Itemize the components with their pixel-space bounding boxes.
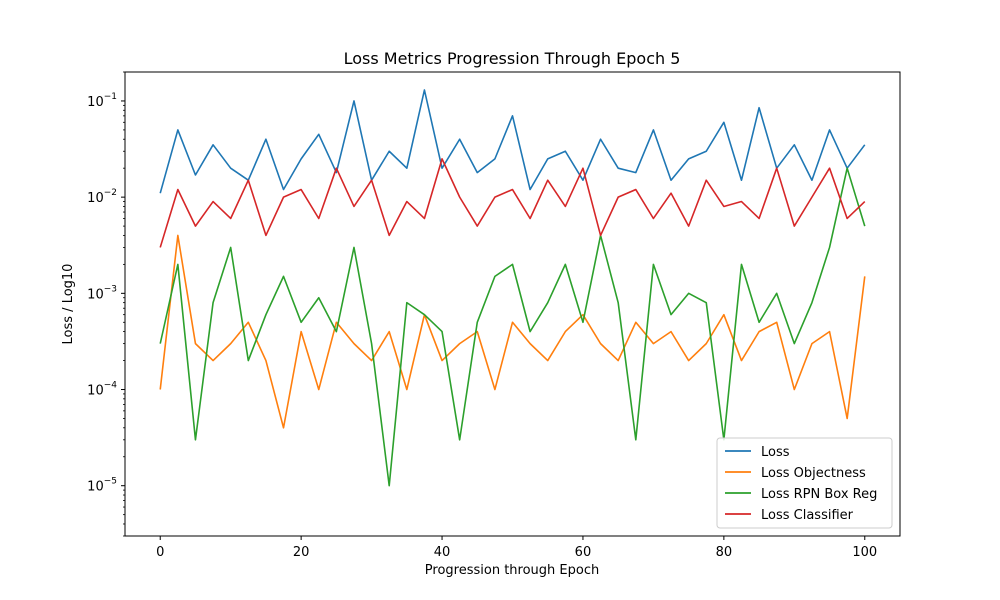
legend-label-0: Loss (761, 445, 790, 460)
y-axis-label: Loss / Log10 (61, 264, 76, 345)
legend: Loss Loss Objectness Loss RPN Box Reg Loss … (716, 437, 893, 529)
y-tick-label: 10−4 (87, 381, 117, 399)
x-tick-label: 20 (293, 545, 310, 560)
chart-title: Loss Metrics Progression Through Epoch 5 (344, 49, 681, 68)
x-tick-label: 0 (156, 545, 164, 560)
x-tick-label: 80 (716, 545, 733, 560)
series-line-0 (159, 89, 866, 194)
x-tick-label: 60 (575, 545, 592, 560)
x-tick-label: 40 (434, 545, 451, 560)
legend-label-3: Loss Classifier (761, 508, 854, 523)
y-tick-label: 10−5 (87, 477, 117, 495)
y-axis: 10−5 10−4 10−3 10−2 10−1 (87, 71, 125, 537)
x-axis-label: Progression through Epoch (425, 563, 599, 578)
y-tick-label: 10−1 (87, 92, 117, 110)
series-line-1 (159, 234, 866, 429)
x-tick-label: 100 (852, 545, 877, 560)
x-axis: 0 20 40 60 80 100 (156, 536, 877, 560)
series-line-2 (159, 167, 866, 487)
plot-area-frame (124, 71, 901, 537)
series-line-3 (159, 158, 866, 248)
legend-box (716, 437, 893, 529)
legend-label-1: Loss Objectness (761, 466, 866, 481)
plot-series-group (159, 89, 866, 487)
y-tick-label: 10−2 (87, 188, 117, 206)
y-tick-label: 10−3 (87, 284, 117, 302)
legend-label-2: Loss RPN Box Reg (761, 487, 877, 502)
